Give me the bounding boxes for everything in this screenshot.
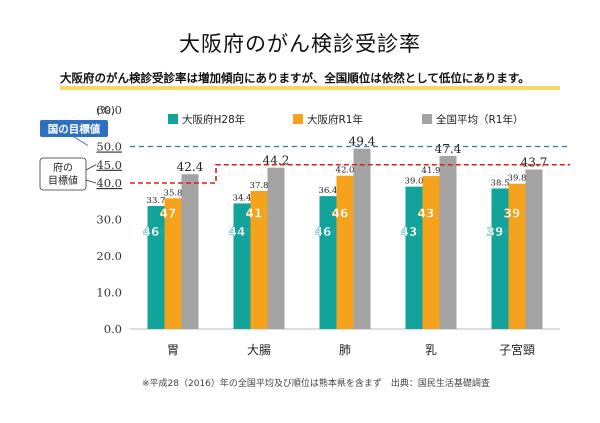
legend-label: 全国平均（R1年） xyxy=(436,113,523,126)
data-label: 34.4 xyxy=(233,193,252,203)
data-label: 41.9 xyxy=(422,166,441,176)
rank-label: 47位 xyxy=(160,206,189,221)
legend-label: 大阪府R1年 xyxy=(307,113,363,126)
bar-2-2 xyxy=(353,148,371,329)
prefecture-target-label: 目標値 xyxy=(48,174,78,187)
data-label: 49.4 xyxy=(349,135,376,149)
category-label: 乳 xyxy=(425,343,437,357)
category-label: 大腸 xyxy=(247,343,271,357)
category-label: 子宮頸 xyxy=(499,342,535,357)
y-tick-label: 40.0 xyxy=(96,176,122,190)
rank-label: 39位 xyxy=(504,206,533,221)
bar-0-1 xyxy=(233,203,251,329)
data-label: 39.8 xyxy=(508,174,527,184)
rank-label: 43位 xyxy=(401,224,430,239)
legend-swatch xyxy=(168,114,178,124)
y-axis-unit-label: (%) xyxy=(96,104,115,117)
bar-1-0 xyxy=(164,198,182,329)
subtitle: 大阪府のがん検診受診率は増加傾向にありますが、全国順位は依然として低位にあります… xyxy=(60,71,530,85)
rank-label: 43位 xyxy=(418,206,447,221)
legend-label: 大阪府H28年 xyxy=(182,113,245,126)
rank-label: 46位 xyxy=(332,206,361,221)
bar-2-1 xyxy=(267,167,285,329)
data-label: 42.0 xyxy=(336,166,355,176)
y-tick-label: 0.0 xyxy=(104,322,122,336)
national-target-badge xyxy=(40,120,108,137)
data-label: 36.4 xyxy=(319,186,338,196)
rank-label: 41位 xyxy=(246,206,275,221)
y-tick-label: 50.0 xyxy=(96,140,122,154)
bar-0-4 xyxy=(491,188,509,329)
y-tick-label: 20.0 xyxy=(96,249,122,263)
bar-1-4 xyxy=(508,183,526,329)
legend-swatch xyxy=(293,114,303,124)
page-title: 大阪府のがん検診受診率 xyxy=(179,32,421,56)
bar-0-3 xyxy=(405,186,423,329)
data-label: 33.7 xyxy=(147,196,166,206)
rank-label: 46位 xyxy=(143,224,172,239)
y-tick-label: 10.0 xyxy=(96,286,122,300)
footnote: ※平成28（2016）年の全国平均及び順位は熊本県を含まず 出典：国民生活基礎調… xyxy=(142,379,490,389)
subtitle-highlight xyxy=(60,86,560,90)
bar-2-4 xyxy=(525,169,543,329)
national-target-label: 国の目標値 xyxy=(48,123,101,136)
rank-label: 46位 xyxy=(315,224,344,239)
rank-label: 44位 xyxy=(229,224,258,239)
bar-0-0 xyxy=(147,205,165,329)
y-tick-label: 60.0 xyxy=(96,103,122,117)
data-label: 42.4 xyxy=(177,160,204,174)
category-label: 肺 xyxy=(339,343,351,357)
data-label: 37.8 xyxy=(250,181,269,191)
national-target-pointer xyxy=(73,136,89,146)
bar-2-0 xyxy=(181,174,199,329)
prefecture-target-callout xyxy=(39,157,87,191)
y-tick-label: 30.0 xyxy=(96,213,122,227)
rank-label: 39位 xyxy=(487,224,516,239)
data-label: 43.7 xyxy=(521,155,548,169)
prefecture-target-pointer-2 xyxy=(85,179,97,184)
legend-swatch xyxy=(422,114,432,124)
data-label: 38.5 xyxy=(491,178,510,188)
category-label: 胃 xyxy=(167,343,179,357)
data-label: 44.2 xyxy=(263,154,290,168)
bar-2-3 xyxy=(439,155,457,329)
bar-1-1 xyxy=(250,191,268,329)
data-label: 35.8 xyxy=(164,188,183,198)
bar-0-2 xyxy=(319,196,337,329)
data-label: 39.0 xyxy=(405,177,424,187)
y-tick-label: 45.0 xyxy=(96,158,122,172)
prefecture-target-pointer-1 xyxy=(85,164,97,171)
prefecture-target-label: 府の xyxy=(53,161,73,174)
data-label: 47.4 xyxy=(435,142,462,156)
prefecture-target-line xyxy=(130,163,570,184)
bar-1-2 xyxy=(336,175,354,329)
bar-1-3 xyxy=(422,176,440,329)
